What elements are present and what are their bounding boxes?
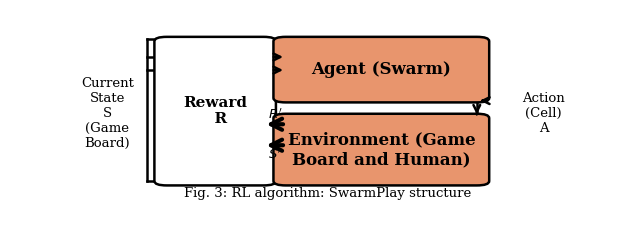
Text: $S'$: $S'$ — [269, 148, 282, 162]
FancyBboxPatch shape — [154, 37, 276, 185]
Text: Action
(Cell)
A: Action (Cell) A — [522, 92, 565, 135]
Text: Fig. 3: RL algorithm: SwarmPlay structure: Fig. 3: RL algorithm: SwarmPlay structur… — [184, 187, 472, 200]
Text: Current
State
S
(Game
Board): Current State S (Game Board) — [81, 77, 134, 150]
Text: Agent (Swarm): Agent (Swarm) — [312, 61, 451, 78]
FancyBboxPatch shape — [273, 37, 489, 102]
Text: Environment (Game
Board and Human): Environment (Game Board and Human) — [287, 131, 475, 168]
Text: $R'$: $R'$ — [269, 107, 283, 122]
Text: Reward
  R: Reward R — [183, 96, 247, 126]
FancyBboxPatch shape — [273, 114, 489, 185]
